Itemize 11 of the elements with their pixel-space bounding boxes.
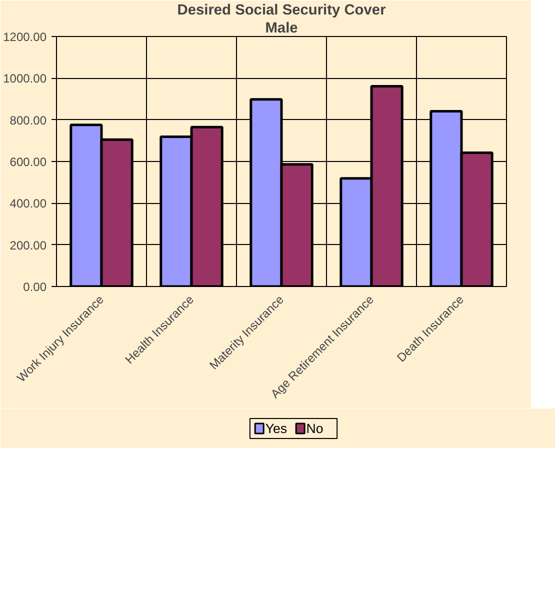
y-tick-label: 800.00 xyxy=(10,113,47,128)
y-tick-label: 600.00 xyxy=(10,155,47,169)
y-tick-label: 0.00 xyxy=(23,280,47,294)
y-tick-label: 1000.00 xyxy=(3,72,47,86)
y-tick-label: 400.00 xyxy=(10,196,47,211)
y-tick-label: 1200.00 xyxy=(3,30,47,44)
y-tick-label: 200.00 xyxy=(10,238,47,252)
chart-title: Desired Social Security Cover xyxy=(177,2,386,18)
legend-label: Yes xyxy=(265,421,288,436)
legend-label: No xyxy=(306,421,324,436)
chart-subtitle: Male xyxy=(265,20,298,36)
